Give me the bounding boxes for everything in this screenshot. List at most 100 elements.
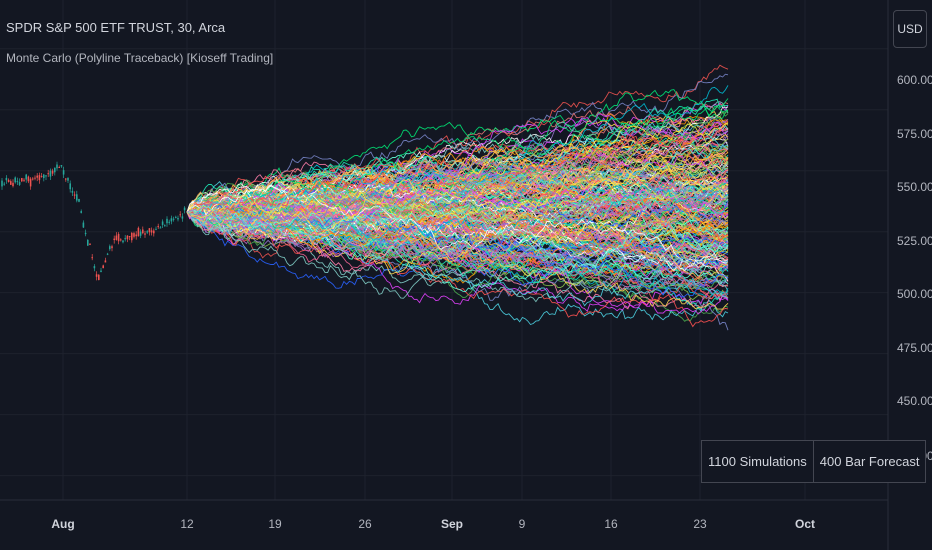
candle-body — [89, 243, 91, 245]
candle-body — [104, 260, 107, 263]
candle-body — [161, 221, 164, 225]
candle-body — [126, 235, 129, 240]
simulation-path — [186, 161, 729, 229]
candle-body — [49, 170, 52, 177]
y-tick-label: 450.00 — [897, 394, 932, 408]
candle-body — [25, 174, 27, 180]
candle-body — [137, 227, 140, 237]
simulation-path — [186, 168, 729, 234]
simulation-path — [186, 105, 729, 226]
x-tick-label: Oct — [794, 517, 816, 531]
candle-body — [93, 266, 96, 269]
candle-body — [177, 218, 179, 220]
simulation-path — [186, 144, 729, 228]
candle-body — [40, 176, 43, 178]
candle-body — [16, 181, 19, 183]
candle-body — [43, 174, 45, 179]
candle-body — [142, 229, 144, 234]
candle-body — [181, 216, 184, 219]
candle-body — [67, 177, 69, 181]
chart-title: SPDR S&P 500 ETF TRUST, 30, Arca — [6, 20, 226, 35]
candle-body — [179, 214, 181, 216]
x-tick-label: 16 — [604, 517, 618, 531]
candle-body — [36, 175, 38, 178]
candle-body — [80, 211, 82, 213]
monte-carlo-paths — [186, 64, 729, 331]
candle-body — [23, 179, 25, 181]
candle-body — [3, 183, 5, 185]
candle-body — [5, 177, 8, 181]
candle-body — [38, 175, 41, 181]
candle-body — [71, 190, 74, 193]
simulation-path — [186, 195, 729, 245]
x-tick-label: 26 — [358, 517, 372, 531]
candle-body — [183, 207, 186, 211]
candle-body — [73, 194, 76, 196]
candle-body — [91, 257, 93, 259]
simulation-path — [186, 185, 729, 242]
simulation-path — [186, 168, 729, 213]
simulation-path — [186, 208, 729, 265]
candle-body — [87, 240, 89, 246]
candle-body — [29, 178, 32, 187]
simulation-path — [186, 185, 729, 217]
candle-body — [124, 238, 126, 240]
candle-body — [157, 226, 159, 228]
candle-body — [153, 230, 155, 234]
candle-body — [54, 167, 56, 173]
candle-body — [60, 165, 63, 167]
indicator-label[interactable]: Monte Carlo (Polyline Traceback) [Kiosef… — [6, 51, 274, 65]
candle-body — [135, 234, 137, 237]
candle-body — [51, 170, 54, 174]
candle-body — [148, 228, 151, 233]
candle-body — [27, 176, 30, 182]
currency-button[interactable]: USD — [893, 10, 927, 48]
candle-body — [95, 274, 98, 277]
simulation-path — [186, 211, 729, 328]
simulation-info-table: 1100 Simulations 400 Bar Forecast — [701, 440, 927, 483]
candle-body — [144, 233, 146, 235]
x-tick-label: 12 — [180, 517, 194, 531]
candle-body — [45, 175, 47, 177]
candle-body — [102, 265, 104, 269]
candle-body — [115, 235, 118, 240]
forecast-length: 400 Bar Forecast — [812, 441, 926, 482]
candle-body — [14, 177, 16, 183]
candle-body — [84, 232, 87, 235]
simulation-path — [186, 133, 729, 218]
candle-body — [111, 246, 113, 249]
candle-body — [128, 236, 131, 238]
y-tick-label: 575.00 — [897, 127, 932, 141]
simulations-count: 1100 Simulations — [708, 454, 807, 469]
candle-body — [62, 170, 65, 175]
simulation-path — [186, 190, 729, 282]
candle-body — [65, 178, 67, 180]
candle-body — [131, 232, 133, 241]
simulation-path — [186, 175, 729, 229]
candle-body — [175, 216, 177, 218]
candle-body — [122, 240, 124, 243]
candle-body — [98, 274, 100, 280]
y-tick-label: 500.00 — [897, 287, 932, 301]
candle-body — [172, 218, 175, 220]
candle-body — [21, 178, 23, 182]
candle-body — [166, 218, 168, 224]
candle-body — [117, 233, 120, 242]
candle-body — [100, 270, 102, 273]
candle-body — [7, 179, 10, 183]
simulation-path — [187, 211, 729, 299]
simulation-path — [186, 172, 729, 242]
candle-body — [18, 182, 21, 185]
candle-body — [159, 227, 162, 229]
x-tick-label: 9 — [518, 517, 526, 531]
simulation-path — [186, 185, 729, 264]
candle-body — [150, 230, 153, 233]
candle-body — [164, 225, 166, 227]
candle-body — [56, 164, 58, 169]
candle-body — [133, 233, 135, 237]
candle-body — [1, 180, 3, 187]
simulation-path — [186, 206, 729, 260]
x-tick-label: Aug — [51, 517, 75, 531]
